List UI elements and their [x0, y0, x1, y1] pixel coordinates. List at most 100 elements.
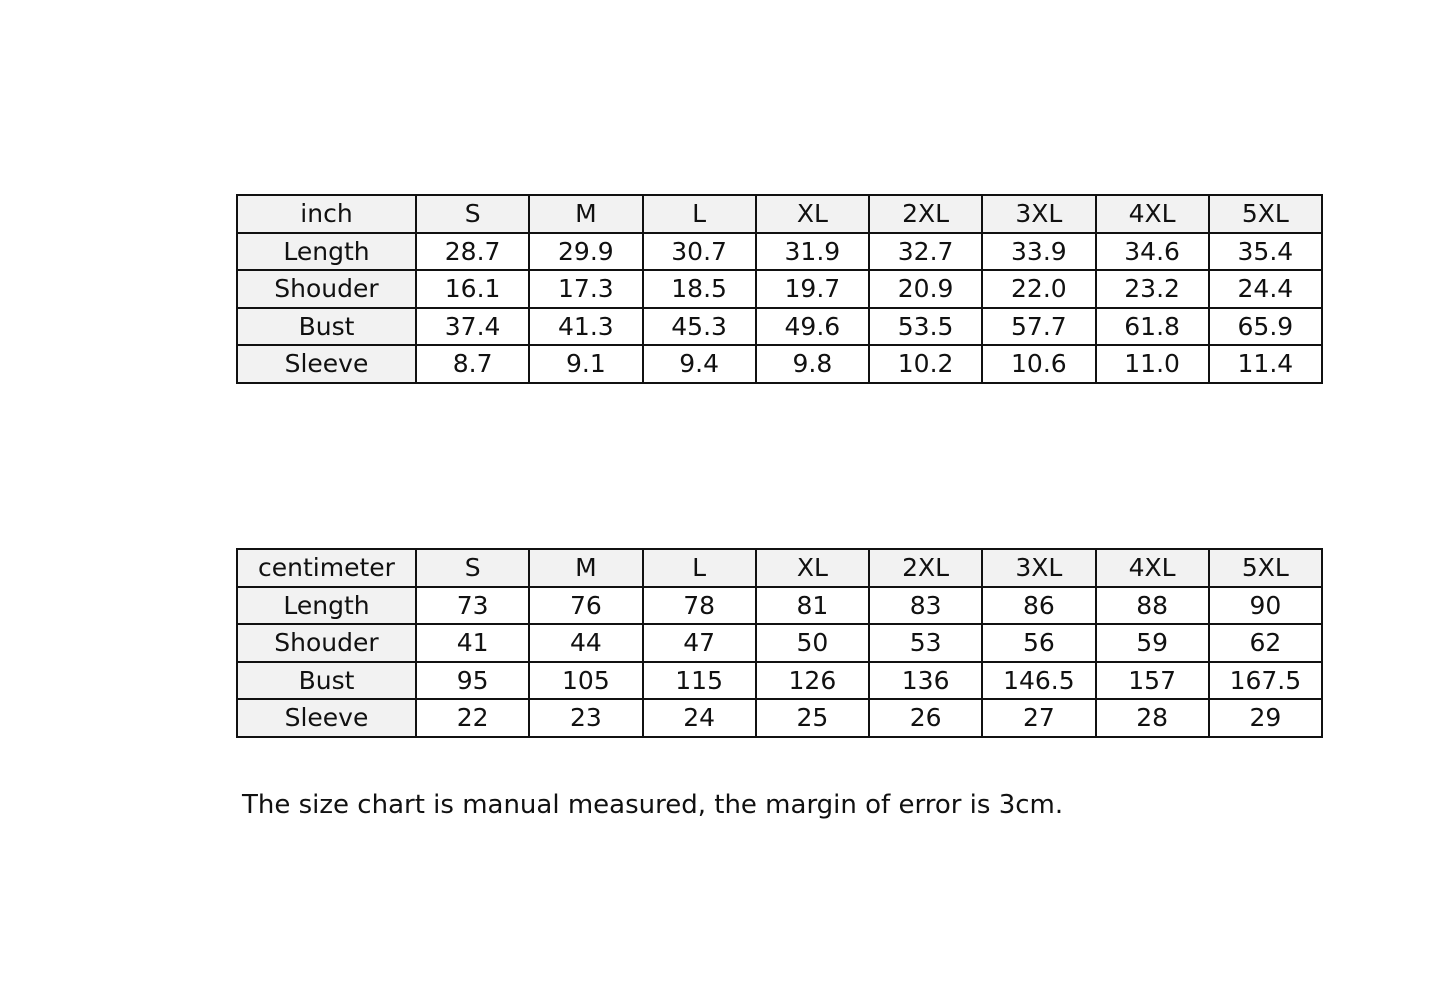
size-header: L: [641, 194, 757, 234]
measurement-cell: 10.2: [867, 344, 984, 384]
row-label: Length: [236, 585, 417, 625]
measurement-cell: 22.0: [981, 269, 1097, 309]
measurement-cell: 11.0: [1094, 344, 1210, 384]
table-row: Length 73 76 78 81 83 86 88 90: [236, 585, 1324, 625]
measurement-cell: 83: [867, 585, 984, 625]
measurement-cell: 8.7: [414, 344, 531, 384]
size-header: 3XL: [981, 548, 1097, 588]
measurement-cell: 86: [981, 585, 1097, 625]
unit-label: centimeter: [236, 548, 417, 588]
measurement-cell: 16.1: [414, 269, 531, 309]
measurement-cell: 53: [867, 623, 984, 663]
table-row: Sleeve 8.7 9.1 9.4 9.8 10.2 10.6 11.0 11.4: [236, 344, 1324, 384]
row-label: Shouder: [236, 623, 417, 663]
measurement-cell: 25: [754, 698, 871, 738]
measurement-cell: 10.6: [981, 344, 1097, 384]
measurement-cell: 146.5: [981, 660, 1097, 700]
measurement-cell: 105: [528, 660, 644, 700]
measurement-cell: 126: [754, 660, 871, 700]
size-header: M: [528, 548, 644, 588]
measurement-cell: 32.7: [867, 231, 984, 271]
measurement-cell: 95: [414, 660, 531, 700]
measurement-note: The size chart is manual measured, the m…: [242, 790, 1064, 820]
size-table-centimeter: centimeter S M L XL 2XL 3XL 4XL 5XL Length 73 76 78 8…: [236, 548, 1324, 738]
size-header: 2XL: [867, 194, 984, 234]
measurement-cell: 23.2: [1094, 269, 1210, 309]
measurement-cell: 45.3: [641, 306, 757, 346]
measurement-cell: 44: [528, 623, 644, 663]
size-table-inch: inch S M L XL 2XL 3XL 4XL 5XL Length 28.7 29.9 30.7 3…: [236, 194, 1324, 384]
size-header: L: [641, 548, 757, 588]
measurement-cell: 29.9: [528, 231, 644, 271]
measurement-cell: 30.7: [641, 231, 757, 271]
measurement-cell: 76: [528, 585, 644, 625]
size-header: S: [414, 548, 531, 588]
measurement-cell: 41: [414, 623, 531, 663]
size-header: S: [414, 194, 531, 234]
measurement-cell: 24.4: [1207, 269, 1324, 309]
size-header: 4XL: [1094, 548, 1210, 588]
size-header: 5XL: [1207, 194, 1324, 234]
measurement-cell: 47: [641, 623, 757, 663]
measurement-cell: 53.5: [867, 306, 984, 346]
table-row: Sleeve 22 23 24 25 26 27 28 29: [236, 698, 1324, 738]
measurement-cell: 9.1: [528, 344, 644, 384]
size-header: XL: [754, 548, 871, 588]
header-row: centimeter S M L XL 2XL 3XL 4XL 5XL: [236, 548, 1324, 588]
measurement-cell: 11.4: [1207, 344, 1324, 384]
measurement-cell: 88: [1094, 585, 1210, 625]
size-header: 2XL: [867, 548, 984, 588]
measurement-cell: 56: [981, 623, 1097, 663]
table-row: Shouder 41 44 47 50 53 56 59 62: [236, 623, 1324, 663]
measurement-cell: 73: [414, 585, 531, 625]
measurement-cell: 31.9: [754, 231, 871, 271]
measurement-cell: 24: [641, 698, 757, 738]
measurement-cell: 22: [414, 698, 531, 738]
measurement-cell: 59: [1094, 623, 1210, 663]
unit-label: inch: [236, 194, 417, 234]
measurement-cell: 29: [1207, 698, 1324, 738]
measurement-cell: 9.8: [754, 344, 871, 384]
measurement-cell: 115: [641, 660, 757, 700]
measurement-cell: 26: [867, 698, 984, 738]
measurement-cell: 37.4: [414, 306, 531, 346]
row-label: Shouder: [236, 269, 417, 309]
table-row: Shouder 16.1 17.3 18.5 19.7 20.9 22.0 23.2 24.4: [236, 269, 1324, 309]
measurement-cell: 61.8: [1094, 306, 1210, 346]
table-row: Length 28.7 29.9 30.7 31.9 32.7 33.9 34.6 35.4: [236, 231, 1324, 271]
size-header: 4XL: [1094, 194, 1210, 234]
row-label: Sleeve: [236, 698, 417, 738]
measurement-cell: 62: [1207, 623, 1324, 663]
measurement-cell: 78: [641, 585, 757, 625]
size-header: 5XL: [1207, 548, 1324, 588]
measurement-cell: 34.6: [1094, 231, 1210, 271]
measurement-cell: 28: [1094, 698, 1210, 738]
table-row: Bust 95 105 115 126 136 146.5 157 167.5: [236, 660, 1324, 700]
measurement-cell: 136: [867, 660, 984, 700]
measurement-cell: 157: [1094, 660, 1210, 700]
measurement-cell: 50: [754, 623, 871, 663]
table-row: Bust 37.4 41.3 45.3 49.6 53.5 57.7 61.8 65.9: [236, 306, 1324, 346]
measurement-cell: 35.4: [1207, 231, 1324, 271]
row-label: Sleeve: [236, 344, 417, 384]
measurement-cell: 90: [1207, 585, 1324, 625]
measurement-cell: 20.9: [867, 269, 984, 309]
size-header: XL: [754, 194, 871, 234]
row-label: Length: [236, 231, 417, 271]
measurement-cell: 49.6: [754, 306, 871, 346]
measurement-cell: 65.9: [1207, 306, 1324, 346]
measurement-cell: 33.9: [981, 231, 1097, 271]
size-header: M: [528, 194, 644, 234]
measurement-cell: 167.5: [1207, 660, 1324, 700]
row-label: Bust: [236, 306, 417, 346]
measurement-cell: 19.7: [754, 269, 871, 309]
measurement-cell: 18.5: [641, 269, 757, 309]
header-row: inch S M L XL 2XL 3XL 4XL 5XL: [236, 194, 1324, 234]
row-label: Bust: [236, 660, 417, 700]
measurement-cell: 23: [528, 698, 644, 738]
measurement-cell: 41.3: [528, 306, 644, 346]
size-header: 3XL: [981, 194, 1097, 234]
measurement-cell: 28.7: [414, 231, 531, 271]
measurement-cell: 17.3: [528, 269, 644, 309]
measurement-cell: 57.7: [981, 306, 1097, 346]
